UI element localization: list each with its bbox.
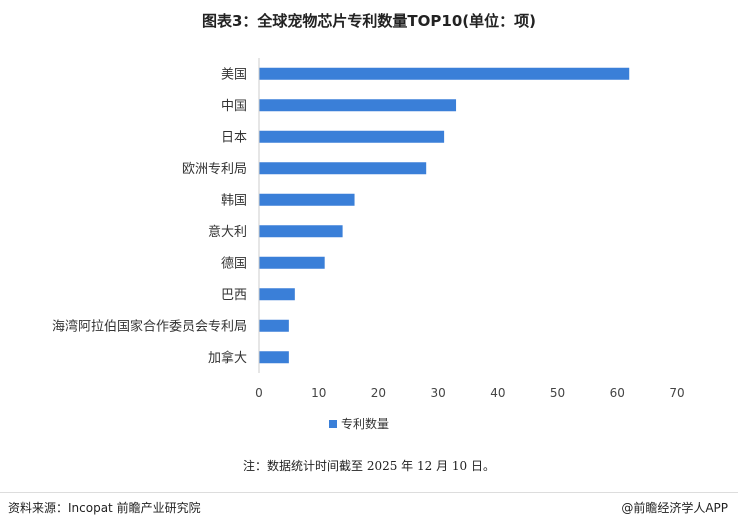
bar xyxy=(259,193,355,206)
x-tick-label: 0 xyxy=(255,386,263,400)
legend-swatch xyxy=(329,420,337,428)
category-label: 海湾阿拉伯国家合作委员会专利局 xyxy=(52,318,247,334)
category-label: 加拿大 xyxy=(208,350,247,366)
category-label: 中国 xyxy=(221,99,247,114)
bar xyxy=(259,225,343,238)
x-tick-label: 60 xyxy=(610,386,625,400)
divider xyxy=(0,492,738,493)
bar xyxy=(259,99,457,112)
brand: @前瞻经济学人APP xyxy=(621,501,728,515)
category-label: 韩国 xyxy=(221,193,247,208)
bar xyxy=(259,67,630,80)
x-tick-label: 10 xyxy=(311,386,326,400)
category-label: 日本 xyxy=(221,130,247,145)
category-label: 欧洲专利局 xyxy=(182,162,247,177)
bar xyxy=(259,351,289,364)
legend-label: 专利数量 xyxy=(341,416,389,431)
chart-title: 图表3：全球宠物芯片专利数量TOP10(单位：项) xyxy=(201,12,536,30)
category-label: 巴西 xyxy=(221,288,247,303)
x-tick-label: 50 xyxy=(550,386,565,400)
bar xyxy=(259,319,289,332)
bar xyxy=(259,288,295,301)
source: 资料来源：Incopat 前瞻产业研究院 xyxy=(8,501,201,515)
bar xyxy=(259,162,427,175)
category-label: 意大利 xyxy=(208,224,247,240)
bar xyxy=(259,130,445,143)
x-tick-label: 40 xyxy=(490,386,505,400)
note: 注：数据统计时间截至 2025 年 12 月 10 日。 xyxy=(243,459,495,473)
category-label: 美国 xyxy=(221,67,247,82)
category-label: 德国 xyxy=(221,256,247,271)
x-tick-label: 70 xyxy=(669,386,684,400)
bar xyxy=(259,256,325,269)
x-tick-label: 30 xyxy=(431,386,446,400)
x-tick-label: 20 xyxy=(371,386,386,400)
